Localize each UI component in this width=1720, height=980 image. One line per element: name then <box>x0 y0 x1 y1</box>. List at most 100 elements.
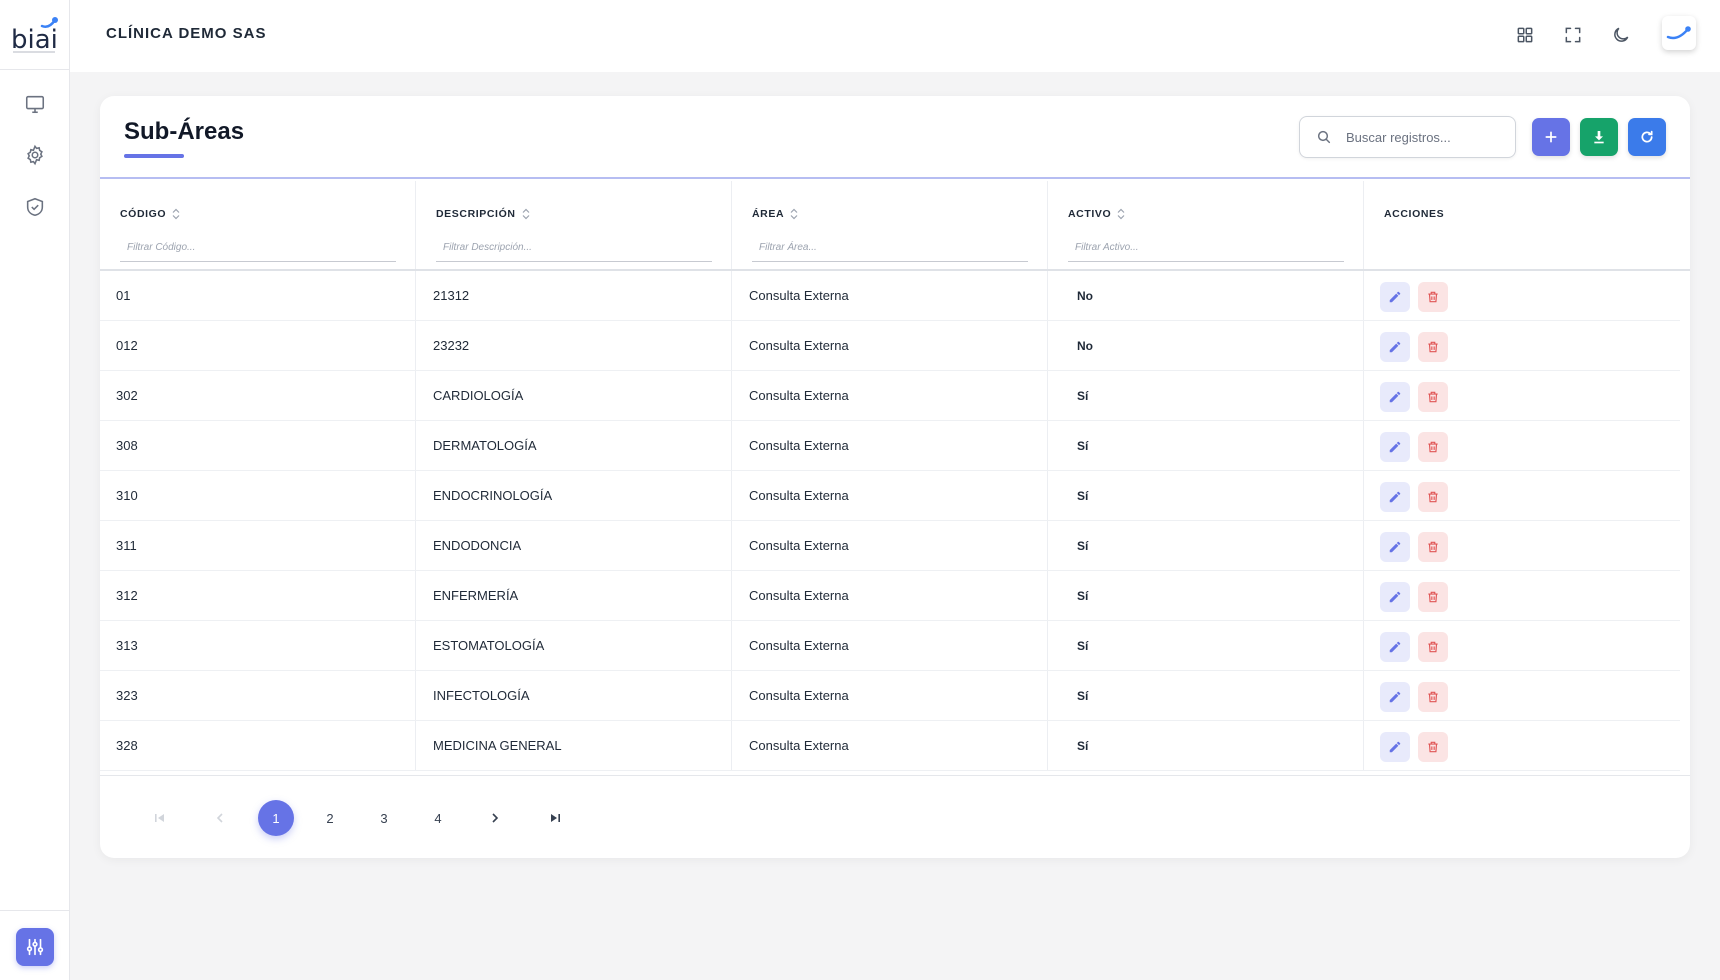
sort-icon <box>790 208 798 220</box>
gear-icon[interactable] <box>22 142 48 168</box>
delete-button[interactable] <box>1418 382 1448 412</box>
cell-area: Consulta Externa <box>749 688 849 703</box>
edit-button[interactable] <box>1380 382 1410 412</box>
delete-button[interactable] <box>1418 482 1448 512</box>
trash-icon <box>1426 390 1440 404</box>
page-2-button[interactable]: 2 <box>326 810 334 826</box>
refresh-icon <box>1641 130 1653 143</box>
filter-descripcion-input[interactable]: Filtrar Descripción... <box>436 234 712 262</box>
table-row[interactable]: 012 23232 Consulta Externa No <box>100 321 1680 371</box>
column-header-codigo[interactable]: CÓDIGO <box>120 208 180 220</box>
fullscreen-icon[interactable] <box>1558 20 1588 50</box>
trash-icon <box>1426 340 1440 354</box>
sliders-icon[interactable] <box>16 928 54 966</box>
delete-button[interactable] <box>1418 732 1448 762</box>
column-header-label: DESCRIPCIÓN <box>436 208 516 220</box>
table-row[interactable]: 310 ENDOCRINOLOGÍA Consulta Externa Sí <box>100 471 1680 521</box>
delete-button[interactable] <box>1418 682 1448 712</box>
table-footer-divider <box>100 775 1690 776</box>
cell-activo: Sí <box>1077 589 1089 603</box>
last-page-button[interactable] <box>537 800 573 836</box>
table-row[interactable]: 328 MEDICINA GENERAL Consulta Externa Sí <box>100 721 1680 771</box>
pencil-icon <box>1388 590 1402 604</box>
cell-codigo: 01 <box>116 288 131 303</box>
search-field[interactable] <box>1299 116 1516 158</box>
download-button[interactable] <box>1580 118 1618 156</box>
cell-activo: Sí <box>1077 739 1089 753</box>
cell-activo: Sí <box>1077 689 1089 703</box>
previous-page-button[interactable] <box>202 800 238 836</box>
refresh-button[interactable] <box>1628 118 1666 156</box>
edit-button[interactable] <box>1380 732 1410 762</box>
trash-icon <box>1426 640 1440 654</box>
edit-button[interactable] <box>1380 282 1410 312</box>
cell-activo: Sí <box>1077 389 1089 403</box>
delete-button[interactable] <box>1418 332 1448 362</box>
sub-areas-card: Sub-Áreas CÓDIGO DESCRIPCIÓN ÁREA ACTIVO… <box>100 96 1690 858</box>
edit-button[interactable] <box>1380 632 1410 662</box>
edit-button[interactable] <box>1380 482 1410 512</box>
delete-button[interactable] <box>1418 582 1448 612</box>
logo[interactable]: biai <box>0 0 69 70</box>
edit-button[interactable] <box>1380 582 1410 612</box>
page-1-button[interactable]: 1 <box>258 800 294 836</box>
table-row[interactable]: 302 CARDIOLOGÍA Consulta Externa Sí <box>100 371 1680 421</box>
shield-check-icon[interactable] <box>22 194 48 220</box>
edit-button[interactable] <box>1380 682 1410 712</box>
filter-codigo-input[interactable]: Filtrar Código... <box>120 234 396 262</box>
cell-codigo: 323 <box>116 688 138 703</box>
cell-codigo: 308 <box>116 438 138 453</box>
grid-icon[interactable] <box>1510 20 1540 50</box>
monitor-icon[interactable] <box>22 91 48 117</box>
filter-activo-input[interactable]: Filtrar Activo... <box>1068 234 1344 262</box>
trash-icon <box>1426 440 1440 454</box>
search-input[interactable] <box>1346 129 1496 145</box>
first-page-button[interactable] <box>142 800 178 836</box>
column-header-descripcion[interactable]: DESCRIPCIÓN <box>436 208 530 220</box>
cell-area: Consulta Externa <box>749 488 849 503</box>
edit-button[interactable] <box>1380 532 1410 562</box>
cell-codigo: 310 <box>116 488 138 503</box>
last-page-icon <box>551 814 560 822</box>
cell-codigo: 302 <box>116 388 138 403</box>
table-row[interactable]: 312 ENFERMERÍA Consulta Externa Sí <box>100 571 1680 621</box>
svg-text:biai: biai <box>11 25 58 55</box>
cell-activo: Sí <box>1077 439 1089 453</box>
trash-icon <box>1426 590 1440 604</box>
delete-button[interactable] <box>1418 532 1448 562</box>
pencil-icon <box>1388 740 1402 754</box>
cell-area: Consulta Externa <box>749 288 849 303</box>
sort-icon <box>172 208 180 220</box>
cell-descripcion: DERMATOLOGÍA <box>433 438 537 453</box>
cell-descripcion: 23232 <box>433 338 470 353</box>
table-row[interactable]: 323 INFECTOLOGÍA Consulta Externa Sí <box>100 671 1680 721</box>
edit-button[interactable] <box>1380 332 1410 362</box>
avatar[interactable] <box>1662 16 1696 50</box>
cell-descripcion: 21312 <box>433 288 470 303</box>
edit-button[interactable] <box>1380 432 1410 462</box>
table-row[interactable]: 311 ENDODONCIA Consulta Externa Sí <box>100 521 1680 571</box>
page-3-button[interactable]: 3 <box>380 810 388 826</box>
page-4-button[interactable]: 4 <box>434 810 442 826</box>
cell-activo: Sí <box>1077 489 1089 503</box>
cell-descripcion: ENDOCRINOLOGÍA <box>433 488 553 503</box>
cell-area: Consulta Externa <box>749 438 849 453</box>
sort-icon <box>1117 208 1125 220</box>
delete-button[interactable] <box>1418 282 1448 312</box>
column-header-activo[interactable]: ACTIVO <box>1068 208 1125 220</box>
cell-descripcion: CARDIOLOGÍA <box>433 388 524 403</box>
add-button[interactable] <box>1532 118 1570 156</box>
filter-area-input[interactable]: Filtrar Área... <box>752 234 1028 262</box>
moon-icon[interactable] <box>1606 20 1636 50</box>
cell-codigo: 311 <box>116 538 137 553</box>
next-page-button[interactable] <box>477 800 513 836</box>
delete-button[interactable] <box>1418 432 1448 462</box>
delete-button[interactable] <box>1418 632 1448 662</box>
table-row[interactable]: 308 DERMATOLOGÍA Consulta Externa Sí <box>100 421 1680 471</box>
table-row[interactable]: 313 ESTOMATOLOGÍA Consulta Externa Sí <box>100 621 1680 671</box>
column-header-area[interactable]: ÁREA <box>752 208 798 220</box>
column-header-acciones: ACCIONES <box>1384 208 1444 220</box>
table-row[interactable]: 01 21312 Consulta Externa No <box>100 271 1680 321</box>
cell-area: Consulta Externa <box>749 338 849 353</box>
title-underline <box>124 154 184 158</box>
